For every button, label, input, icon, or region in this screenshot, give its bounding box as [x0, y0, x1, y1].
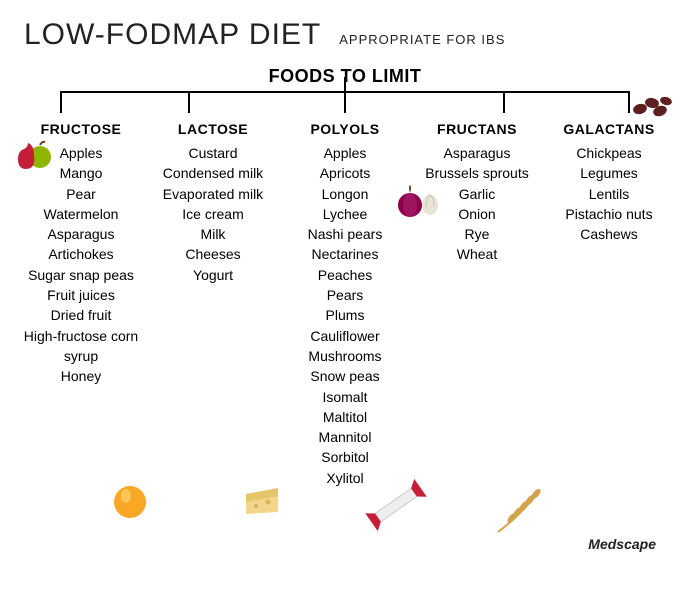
list-item: Garlic	[414, 184, 540, 204]
list-item: Ice cream	[150, 204, 276, 224]
column-fructans: FRUCTANS Asparagus Brussels sprouts Garl…	[414, 121, 540, 488]
list-item: Dried fruit	[18, 305, 144, 325]
column-lactose: LACTOSE Custard Condensed milk Evaporate…	[150, 121, 276, 488]
list-item: Asparagus	[414, 143, 540, 163]
list-item: Xylitol	[282, 468, 408, 488]
list-item: High-fructose corn syrup	[18, 326, 144, 367]
list-item: Mango	[18, 163, 144, 183]
list-item: Wheat	[414, 244, 540, 264]
list-item: Onion	[414, 204, 540, 224]
cheese-icon	[242, 484, 282, 518]
list-item: Sugar snap peas	[18, 265, 144, 285]
list-item: Cheeses	[150, 244, 276, 264]
honey-icon	[112, 484, 148, 520]
tree-connector	[30, 91, 660, 121]
list-item: Evaporated milk	[150, 184, 276, 204]
column-header: POLYOLS	[282, 121, 408, 137]
list-item: Watermelon	[18, 204, 144, 224]
column-items: Chickpeas Legumes Lentils Pistachio nuts…	[546, 143, 672, 244]
list-item: Nashi pears	[282, 224, 408, 244]
list-item: Mushrooms	[282, 346, 408, 366]
column-galactans: GALACTANS Chickpeas Legumes Lentils Pist…	[546, 121, 672, 488]
list-item: Lentils	[546, 184, 672, 204]
list-item: Mannitol	[282, 427, 408, 447]
list-item: Pistachio nuts	[546, 204, 672, 224]
list-item: Pear	[18, 184, 144, 204]
column-items: Asparagus Brussels sprouts Garlic Onion …	[414, 143, 540, 265]
column-items: Apples Apricots Longon Lychee Nashi pear…	[282, 143, 408, 488]
column-header: GALACTANS	[546, 121, 672, 137]
list-item: Peaches	[282, 265, 408, 285]
list-item: Chickpeas	[546, 143, 672, 163]
list-item: Apples	[282, 143, 408, 163]
list-item: Apples	[18, 143, 144, 163]
columns-container: FRUCTOSE Apples Mango Pear Watermelon As…	[0, 121, 690, 488]
column-header: FRUCTANS	[414, 121, 540, 137]
list-item: Sorbitol	[282, 447, 408, 467]
attribution: Medscape	[588, 536, 656, 552]
list-item: Legumes	[546, 163, 672, 183]
column-header: FRUCTOSE	[18, 121, 144, 137]
list-item: Isomalt	[282, 387, 408, 407]
list-item: Condensed milk	[150, 163, 276, 183]
list-item: Longon	[282, 184, 408, 204]
list-item: Plums	[282, 305, 408, 325]
wheat-icon	[492, 484, 546, 538]
list-item: Honey	[18, 366, 144, 386]
header: LOW-FODMAP DIET APPROPRIATE FOR IBS	[0, 0, 690, 58]
page-title: LOW-FODMAP DIET	[24, 18, 321, 52]
column-items: Apples Mango Pear Watermelon Asparagus A…	[18, 143, 144, 387]
list-item: Maltitol	[282, 407, 408, 427]
column-polyols: POLYOLS Apples Apricots Longon Lychee Na…	[282, 121, 408, 488]
list-item: Brussels sprouts	[414, 163, 540, 183]
list-item: Lychee	[282, 204, 408, 224]
column-header: LACTOSE	[150, 121, 276, 137]
list-item: Yogurt	[150, 265, 276, 285]
list-item: Apricots	[282, 163, 408, 183]
list-item: Cauliflower	[282, 326, 408, 346]
column-fructose: FRUCTOSE Apples Mango Pear Watermelon As…	[18, 121, 144, 488]
column-items: Custard Condensed milk Evaporated milk I…	[150, 143, 276, 285]
list-item: Fruit juices	[18, 285, 144, 305]
list-item: Rye	[414, 224, 540, 244]
list-item: Pears	[282, 285, 408, 305]
list-item: Cashews	[546, 224, 672, 244]
list-item: Milk	[150, 224, 276, 244]
page-subtitle: APPROPRIATE FOR IBS	[339, 32, 505, 47]
list-item: Artichokes	[18, 244, 144, 264]
list-item: Asparagus	[18, 224, 144, 244]
list-item: Snow peas	[282, 366, 408, 386]
list-item: Custard	[150, 143, 276, 163]
list-item: Nectarines	[282, 244, 408, 264]
